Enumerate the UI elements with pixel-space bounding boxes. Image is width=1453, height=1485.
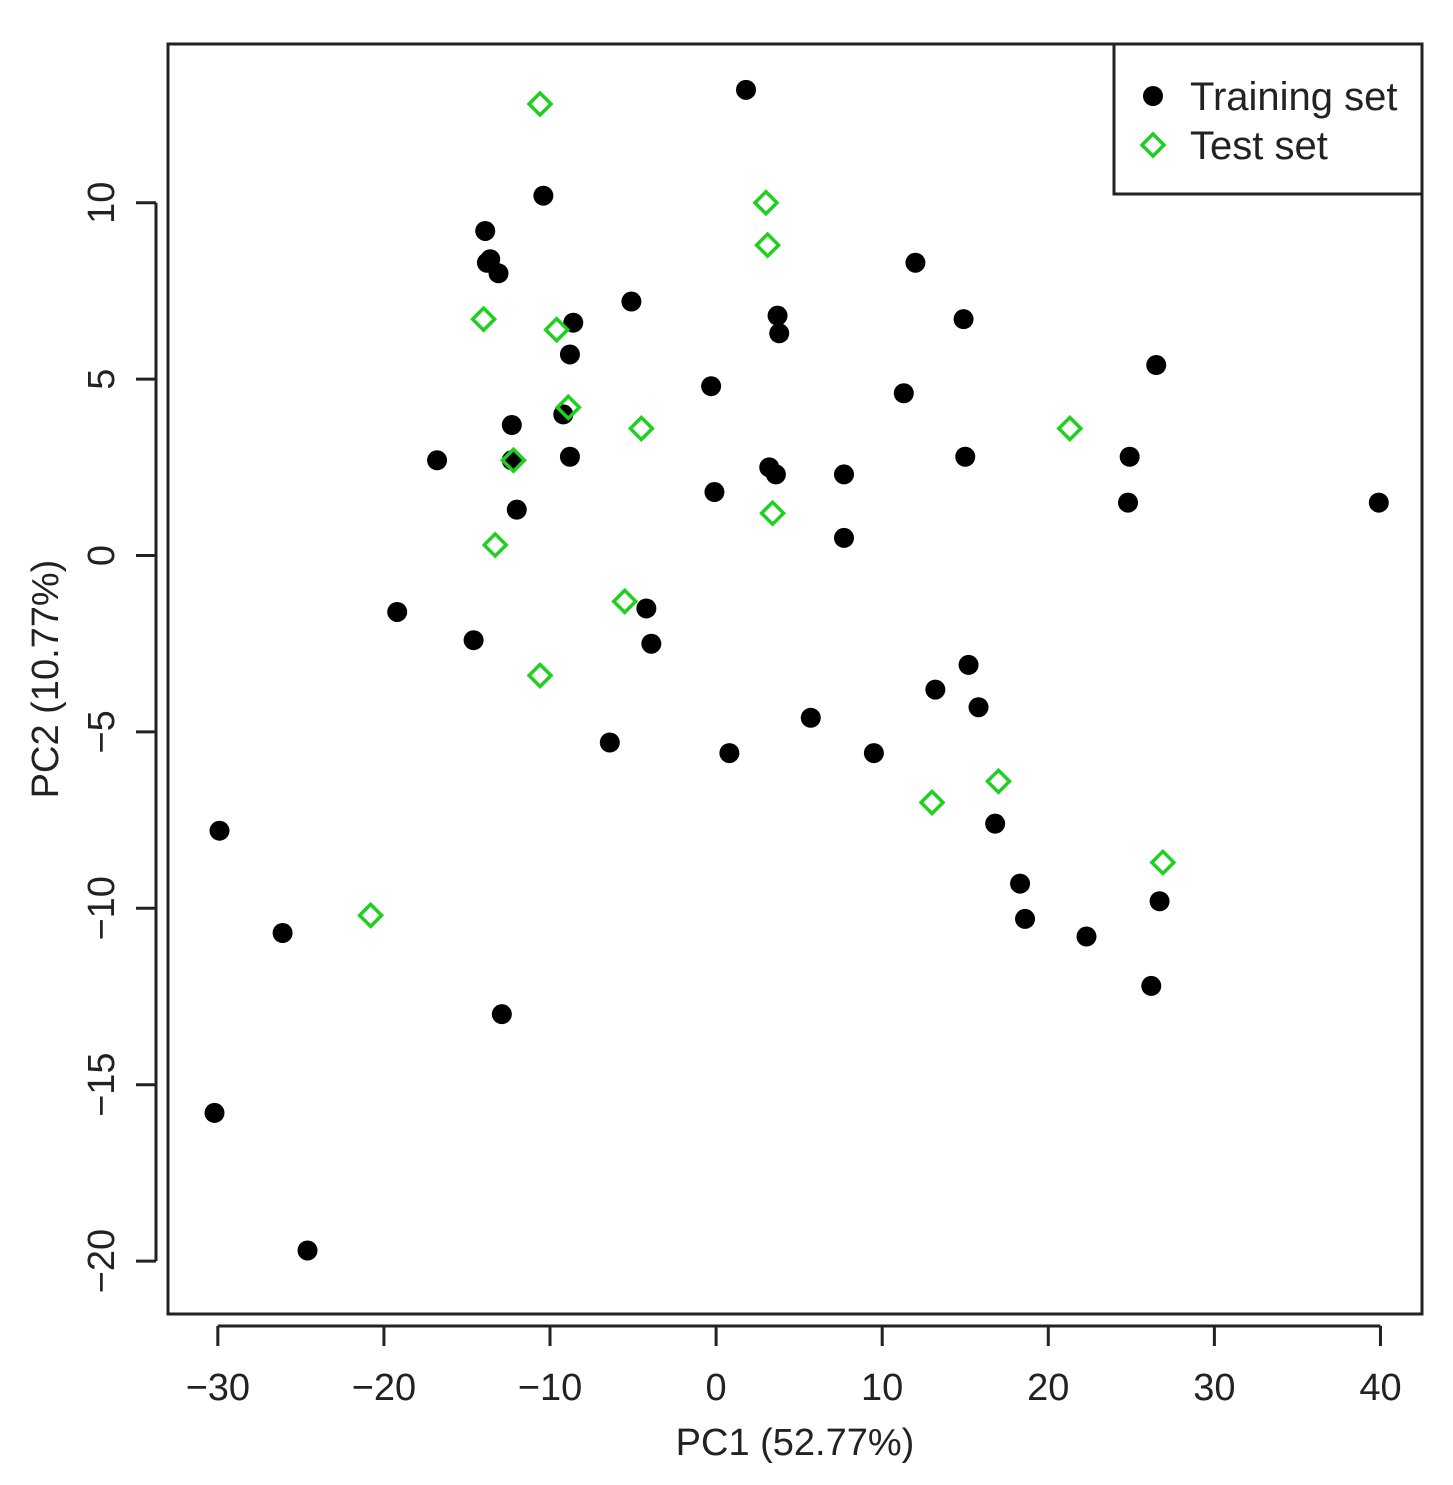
training-point — [893, 383, 914, 404]
legend-training-marker — [1143, 86, 1163, 106]
test-point — [759, 499, 787, 527]
legend: Training set Test set — [1112, 42, 1424, 196]
training-point — [863, 743, 884, 764]
test-point — [754, 231, 782, 259]
test-point — [752, 189, 780, 217]
training-point — [704, 482, 725, 503]
training-point — [533, 185, 554, 206]
points-layer — [204, 79, 1389, 1261]
training-point — [905, 252, 926, 273]
training-point — [559, 446, 580, 467]
training-point — [769, 323, 790, 344]
training-point — [204, 1102, 225, 1123]
training-point — [955, 446, 976, 467]
x-tick-label: 20 — [1027, 1367, 1069, 1409]
training-point — [475, 220, 496, 241]
training-point — [833, 527, 854, 548]
training-point — [958, 654, 979, 675]
legend-training-label: Training set — [1190, 75, 1398, 119]
y-axis: −20 −15 −10 −5 0 5 10 — [81, 182, 158, 1293]
y-tick-label: 10 — [81, 182, 123, 224]
training-point — [953, 309, 974, 330]
y-tick-label: 0 — [81, 545, 123, 566]
training-point — [563, 312, 584, 333]
x-tick-label: 0 — [706, 1367, 727, 1409]
plot-frame — [166, 42, 1424, 1316]
training-point — [1368, 492, 1389, 513]
training-point — [800, 707, 821, 728]
training-point — [736, 79, 757, 100]
x-tick-label: 30 — [1193, 1367, 1235, 1409]
test-point — [499, 446, 527, 474]
training-point — [1015, 908, 1036, 929]
training-point — [488, 263, 509, 284]
training-point — [641, 633, 662, 654]
training-point — [833, 464, 854, 485]
training-point — [985, 813, 1006, 834]
training-point — [1146, 355, 1167, 376]
training-point — [506, 499, 527, 520]
y-tick-label: 5 — [81, 369, 123, 390]
training-point — [297, 1240, 318, 1261]
test-point — [481, 531, 509, 559]
training-point — [1119, 446, 1140, 467]
test-point — [357, 901, 385, 929]
x-tick-label: 10 — [861, 1367, 903, 1409]
training-point — [463, 630, 484, 651]
test-point — [554, 393, 582, 421]
training-point — [1141, 975, 1162, 996]
training-point — [765, 464, 786, 485]
training-point — [1076, 926, 1097, 947]
test-point — [526, 661, 554, 689]
training-point — [427, 450, 448, 471]
test-point — [627, 415, 655, 443]
training-point — [209, 820, 230, 841]
y-tick-label: −10 — [81, 876, 123, 940]
training-point — [559, 344, 580, 365]
training-point — [925, 679, 946, 700]
x-axis-label: PC1 (52.77%) — [676, 1422, 915, 1464]
test-point — [543, 316, 571, 344]
x-tick-label: −30 — [186, 1367, 250, 1409]
test-point — [1056, 415, 1084, 443]
training-point — [1149, 891, 1170, 912]
training-point — [621, 291, 642, 312]
training-point — [719, 743, 740, 764]
x-tick-label: −20 — [352, 1367, 416, 1409]
training-point — [501, 415, 522, 435]
training-point — [387, 601, 408, 622]
training-point — [636, 598, 657, 619]
training-point — [491, 1004, 512, 1025]
training-point — [968, 697, 989, 718]
legend-test-label: Test set — [1190, 124, 1328, 168]
training-point — [767, 305, 788, 326]
x-axis: −30 −20 −10 0 10 20 30 40 — [186, 1324, 1402, 1409]
training-point — [272, 923, 293, 943]
plot-area — [166, 42, 1424, 1316]
test-point — [470, 305, 498, 333]
y-tick-label: −20 — [81, 1229, 123, 1293]
test-point — [611, 587, 639, 615]
test-point — [984, 767, 1012, 795]
training-point — [599, 732, 620, 753]
y-tick-label: −5 — [81, 710, 123, 753]
test-point — [918, 788, 946, 816]
legend-test-marker — [1139, 131, 1167, 159]
legend-box — [1112, 42, 1424, 196]
training-point — [1010, 873, 1031, 894]
test-point — [526, 90, 554, 118]
y-axis-label: PC2 (10.77%) — [25, 560, 67, 799]
x-tick-label: −10 — [518, 1367, 582, 1409]
test-point — [1149, 848, 1177, 876]
y-tick-label: −15 — [81, 1052, 123, 1116]
training-point — [701, 376, 722, 397]
x-tick-label: 40 — [1359, 1367, 1401, 1409]
training-point — [1118, 492, 1139, 513]
